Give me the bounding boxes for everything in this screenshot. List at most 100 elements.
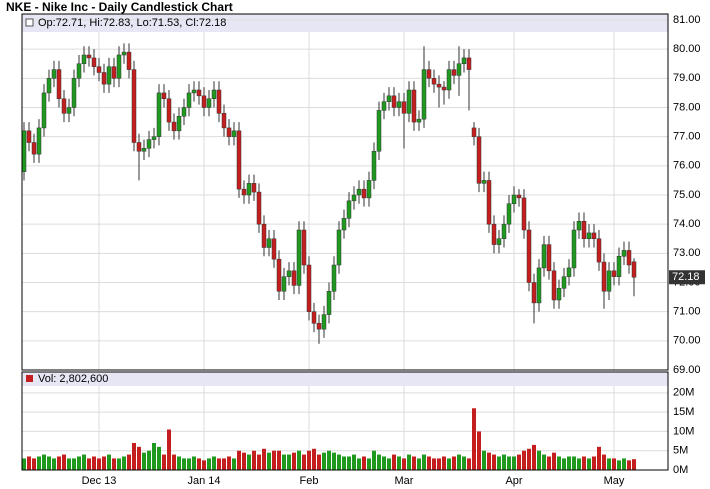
volume-bar — [302, 454, 306, 470]
x-tick-label: Mar — [395, 475, 414, 487]
volume-bar — [167, 429, 171, 470]
candle-body — [581, 221, 587, 239]
volume-bar — [37, 456, 41, 470]
candle-body — [431, 78, 437, 85]
candle-body — [381, 101, 387, 111]
candle-body — [241, 188, 247, 196]
candle-body — [446, 69, 452, 91]
candle-body — [71, 78, 77, 108]
candle-body — [41, 92, 47, 129]
volume-bar — [92, 456, 96, 470]
volume-bar — [632, 459, 636, 470]
volume-bar — [77, 456, 81, 470]
volume-bar — [522, 450, 526, 470]
candle-body — [566, 267, 572, 277]
candle-body — [286, 270, 292, 277]
candle-body — [316, 323, 322, 330]
volume-bar — [367, 458, 371, 470]
last-price-label: 72.18 — [672, 271, 700, 283]
volume-bar — [292, 452, 296, 470]
candle-body — [376, 110, 382, 152]
volume-bar — [562, 458, 566, 470]
candle-body — [141, 148, 147, 152]
candle-body — [291, 270, 297, 286]
price-header — [22, 14, 668, 32]
candle-body — [356, 188, 362, 196]
y2-tick-label: 0M — [673, 464, 688, 476]
volume-bar — [352, 454, 356, 470]
volume-bar — [57, 456, 61, 470]
candle-body — [411, 89, 417, 123]
price-frame — [21, 13, 669, 371]
volume-bar — [382, 456, 386, 470]
candle-body — [391, 95, 397, 108]
volume-bar — [327, 450, 331, 470]
candle-body — [371, 151, 377, 181]
volume-bar — [287, 454, 291, 470]
volume-bar — [417, 458, 421, 470]
candle-body — [586, 232, 592, 240]
candle-body — [311, 311, 317, 324]
volume-bar — [52, 458, 56, 470]
volume-bar — [267, 452, 271, 470]
candle-body — [606, 270, 612, 292]
volume-bar — [547, 456, 551, 470]
volume-bar — [332, 452, 336, 470]
volume-bar — [257, 454, 261, 470]
volume-bar — [112, 458, 116, 470]
volume-bar — [607, 458, 611, 470]
volume-bar — [162, 454, 166, 470]
candle-body — [156, 92, 162, 137]
candle-body — [631, 261, 637, 278]
x-tick-label: Jan 14 — [187, 475, 220, 487]
volume-bar — [107, 454, 111, 470]
candle-body — [626, 250, 632, 266]
volume-bar — [242, 452, 246, 470]
volume-bar — [312, 448, 316, 470]
candle-body — [251, 183, 257, 193]
volume-bar — [212, 456, 216, 470]
candle-body — [46, 78, 52, 94]
candle-body — [536, 267, 542, 304]
candle-body — [406, 89, 412, 114]
volume-bar — [172, 454, 176, 470]
volume-bar — [627, 460, 631, 470]
candle-body — [216, 89, 222, 114]
candle-body — [211, 89, 217, 99]
candle-body — [306, 264, 312, 312]
volume-bar — [42, 454, 46, 470]
volume-bar — [27, 456, 31, 470]
candle-body — [521, 197, 527, 231]
y-tick-label: 76.00 — [673, 160, 701, 172]
y-tick-label: 71.00 — [673, 306, 701, 318]
candle-body — [491, 223, 497, 245]
candle-body — [441, 86, 447, 91]
volume-bar — [622, 458, 626, 470]
volume-bar — [602, 454, 606, 470]
candle-body — [276, 258, 282, 292]
volume-bar — [152, 442, 156, 470]
volume-bar — [337, 454, 341, 470]
volume-bar — [497, 456, 501, 470]
y2-tick-label: 20M — [673, 387, 694, 399]
volume-bar — [477, 431, 481, 470]
volume-bar — [372, 450, 376, 470]
candle-body — [516, 194, 522, 199]
volume-bar — [517, 454, 521, 470]
candle-body — [366, 180, 372, 199]
candle-body — [231, 130, 237, 137]
candle-body — [146, 139, 152, 149]
volume-bar — [457, 454, 461, 470]
volume-bar — [557, 456, 561, 470]
volume-bar — [487, 452, 491, 470]
last-price-tag — [669, 270, 705, 285]
volume-bar — [617, 460, 621, 470]
y2-tick-label: 10M — [673, 425, 694, 437]
candle-body — [81, 54, 87, 64]
y-tick-label: 81.00 — [673, 14, 701, 26]
volume-bar — [512, 456, 516, 470]
volume-bar — [377, 454, 381, 470]
volume-bar — [442, 456, 446, 470]
volume-bar — [282, 454, 286, 470]
